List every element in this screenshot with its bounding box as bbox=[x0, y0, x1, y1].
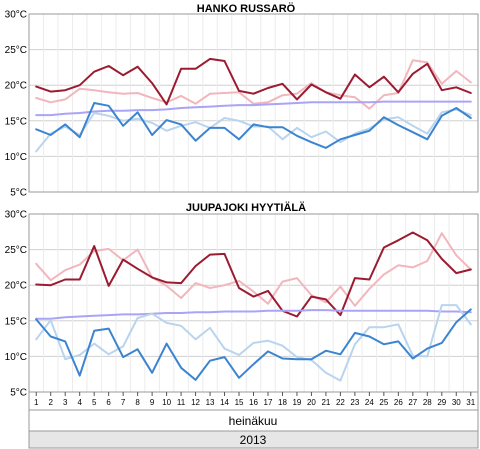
x-tick-label: 11 bbox=[177, 398, 186, 407]
x-tick-label: 20 bbox=[307, 398, 316, 407]
x-tick-label: 15 bbox=[235, 398, 244, 407]
series-line-3 bbox=[35, 304, 472, 382]
x-tick-label: 8 bbox=[135, 398, 140, 407]
year-label: 2013 bbox=[240, 433, 267, 447]
x-tick-label: 3 bbox=[63, 398, 68, 407]
x-tick-label: 5 bbox=[92, 398, 97, 407]
series-line-1 bbox=[35, 231, 472, 318]
x-tick-label: 18 bbox=[278, 398, 287, 407]
panel-title: HANKO RUSSARÖ bbox=[197, 2, 296, 15]
series-line-4 bbox=[35, 308, 472, 381]
y-tick-label: 5°C bbox=[10, 188, 27, 199]
y-tick-label: 20°C bbox=[5, 281, 27, 292]
x-tick-label: 26 bbox=[394, 398, 403, 407]
x-tick-label: 21 bbox=[321, 398, 330, 407]
x-tick-label: 23 bbox=[350, 398, 359, 407]
plot-area bbox=[29, 214, 478, 392]
y-tick-label: 15°C bbox=[5, 116, 27, 127]
y-tick-label: 20°C bbox=[5, 81, 27, 92]
y-tick-label: 25°C bbox=[5, 245, 27, 256]
x-tick-label: 13 bbox=[206, 398, 215, 407]
x-tick-label: 28 bbox=[423, 398, 432, 407]
y-tick-label: 5°C bbox=[10, 388, 27, 399]
series-line-2 bbox=[35, 309, 472, 320]
time-axis-footer: heinäkuu 2013 bbox=[28, 409, 479, 449]
panel-juupajoki-hyytiala: JUUPAJOKI HYYTIÄLÄ 5°C 10°C 15°C 20°C 25°C 30… bbox=[5, 201, 479, 399]
x-tick-label: 24 bbox=[365, 398, 374, 407]
y-tick-label: 10°C bbox=[5, 352, 27, 363]
x-tick-label: 19 bbox=[292, 398, 301, 407]
year-band bbox=[28, 430, 479, 449]
x-tick-label: 17 bbox=[264, 398, 273, 407]
x-axis-day-labels: 1 2 3 4 5 6 7 8 9 10 11 12 13 14 15 16 17 18 19 20 21 22 23 24 2… bbox=[28, 391, 479, 411]
x-tick-label: 1 bbox=[34, 398, 39, 407]
y-tick-label: 30°C bbox=[5, 10, 27, 21]
x-tick-label: 16 bbox=[249, 398, 258, 407]
x-tick-label: 22 bbox=[336, 398, 345, 407]
y-tick-label: 15°C bbox=[5, 316, 27, 327]
series-line-1 bbox=[35, 57, 472, 106]
x-tick-label: 12 bbox=[191, 398, 200, 407]
series-line-4 bbox=[35, 102, 472, 149]
series-line-0 bbox=[35, 232, 472, 307]
x-tick-label: 9 bbox=[150, 398, 155, 407]
x-tick-label: 4 bbox=[77, 398, 82, 407]
x-tick-label: 10 bbox=[162, 398, 171, 407]
x-tick-label: 30 bbox=[452, 398, 461, 407]
series-line-2 bbox=[35, 100, 472, 117]
x-tick-label: 25 bbox=[379, 398, 388, 407]
month-label: heinäkuu bbox=[229, 414, 278, 428]
x-tick-label: 27 bbox=[408, 398, 417, 407]
x-tick-label: 14 bbox=[220, 398, 229, 407]
plot-frame bbox=[28, 13, 479, 193]
x-tick-label: 31 bbox=[466, 398, 475, 407]
panel-hanko-russaro: HANKO RUSSARÖ 5°C 10°C 15°C 20°C 25°C 30°C bbox=[5, 2, 479, 199]
y-tick-label: 25°C bbox=[5, 45, 27, 56]
x-tick-label: 2 bbox=[48, 398, 53, 407]
x-tick-label: 6 bbox=[106, 398, 111, 407]
y-tick-label: 10°C bbox=[5, 152, 27, 163]
x-tick-label: 7 bbox=[121, 398, 126, 407]
series-line-3 bbox=[35, 108, 472, 153]
x-tick-label: 29 bbox=[437, 398, 446, 407]
y-tick-label: 30°C bbox=[5, 210, 27, 221]
panel-title: JUUPAJOKI HYYTIÄLÄ bbox=[186, 201, 306, 214]
